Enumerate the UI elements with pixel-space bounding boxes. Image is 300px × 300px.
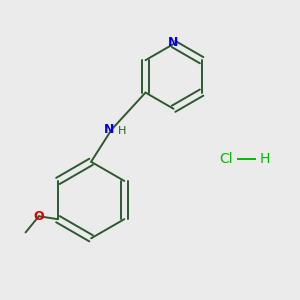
Text: Cl: Cl bbox=[220, 152, 233, 166]
Text: H: H bbox=[260, 152, 270, 166]
Text: O: O bbox=[34, 210, 44, 223]
Text: N: N bbox=[168, 36, 179, 49]
Text: N: N bbox=[104, 123, 115, 136]
Text: H: H bbox=[118, 126, 126, 136]
